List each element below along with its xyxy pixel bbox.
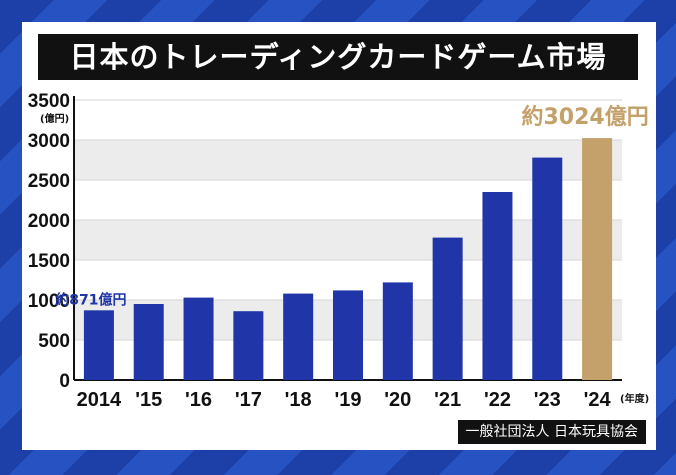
- bar: [333, 290, 363, 380]
- y-tick-label: 1500: [28, 251, 70, 272]
- bar: [283, 293, 314, 380]
- bar: [532, 157, 563, 380]
- y-tick-label: 0: [59, 371, 70, 392]
- x-tick-label: '24: [584, 389, 612, 411]
- y-axis-unit: (億円): [40, 112, 69, 125]
- data-label: 約3024億円: [521, 104, 648, 130]
- x-tick-label: 2014: [77, 389, 122, 411]
- chart-title: 日本のトレーディングカードゲーム市場: [38, 34, 638, 80]
- x-tick-label: '15: [135, 389, 162, 411]
- x-tick-label: '16: [185, 389, 212, 411]
- bar: [432, 237, 463, 380]
- y-tick-label: 3000: [28, 131, 70, 152]
- y-tick-label: 1000: [28, 291, 70, 312]
- bar: [183, 297, 214, 380]
- data-label: 約871億円: [55, 291, 126, 308]
- x-tick-label: '21: [434, 389, 461, 411]
- y-tick-label: 500: [38, 331, 70, 352]
- y-tick-label: 2000: [28, 211, 70, 232]
- x-tick-label: '22: [484, 389, 511, 411]
- source-credit: 一般社団法人 日本玩具協会: [457, 420, 646, 444]
- bar: [482, 192, 513, 380]
- x-axis-unit: (年度): [620, 392, 649, 405]
- bar: [133, 304, 164, 380]
- x-tick-label: '20: [384, 389, 411, 411]
- bar: [582, 138, 613, 380]
- y-tick-label: 2500: [28, 171, 70, 192]
- x-tick-label: '17: [235, 389, 262, 411]
- x-tick-label: '23: [534, 389, 561, 411]
- bar: [382, 282, 413, 380]
- x-tick-label: '19: [334, 389, 361, 411]
- grid-band: [74, 140, 622, 180]
- bar: [83, 310, 114, 380]
- grid-band: [74, 220, 622, 260]
- x-tick-label: '18: [285, 389, 312, 411]
- y-tick-label: 3500: [28, 91, 70, 112]
- bar: [233, 311, 264, 380]
